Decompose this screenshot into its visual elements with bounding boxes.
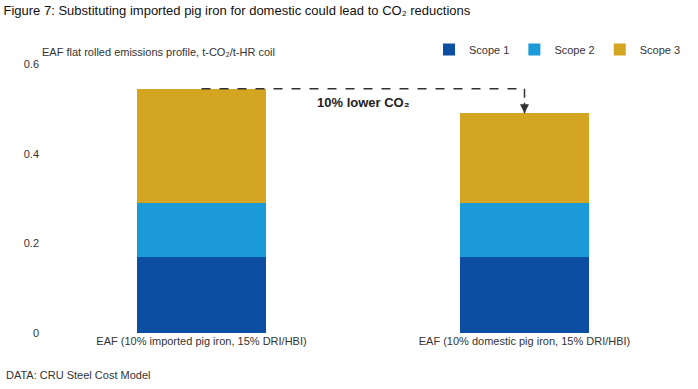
svg-text:Scope 2: Scope 2: [554, 44, 594, 56]
svg-text:10% lower CO₂: 10% lower CO₂: [317, 95, 410, 110]
svg-text:0.4: 0.4: [24, 148, 39, 160]
svg-text:Scope 3: Scope 3: [640, 44, 680, 56]
svg-text:0.6: 0.6: [24, 58, 39, 70]
svg-text:DATA: CRU Steel Cost Model: DATA: CRU Steel Cost Model: [6, 369, 150, 381]
svg-text:EAF (10% domestic pig iron, 15: EAF (10% domestic pig iron, 15% DRI/HBI): [419, 335, 631, 347]
svg-text:0: 0: [33, 327, 39, 339]
svg-text:0.2: 0.2: [24, 237, 39, 249]
svg-text:Figure 7: Substituting importe: Figure 7: Substituting imported pig iron…: [3, 3, 470, 18]
svg-text:EAF (10% imported pig iron, 15: EAF (10% imported pig iron, 15% DRI/HBI): [96, 335, 306, 347]
svg-text:EAF flat rolled emissions prof: EAF flat rolled emissions profile, t-CO₂…: [42, 46, 275, 58]
svg-text:Scope 1: Scope 1: [469, 44, 509, 56]
